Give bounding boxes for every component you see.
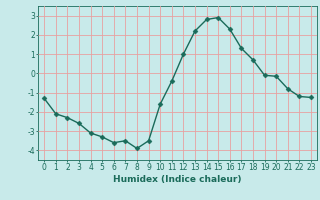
- X-axis label: Humidex (Indice chaleur): Humidex (Indice chaleur): [113, 175, 242, 184]
